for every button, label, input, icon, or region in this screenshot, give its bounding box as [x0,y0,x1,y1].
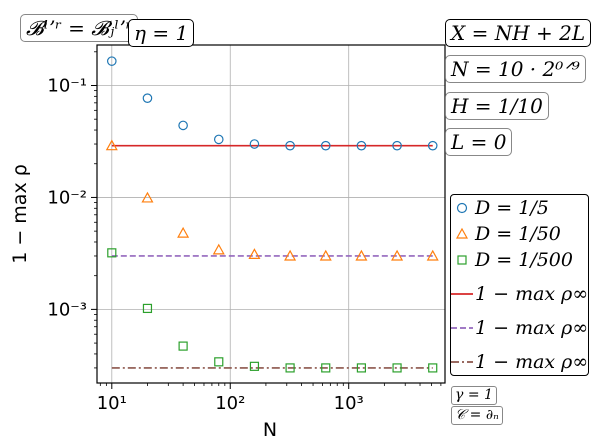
point-series-1 [319,249,332,261]
x-axis-label: N [263,419,277,441]
circle-marker-icon [456,202,468,214]
point-series-1 [141,191,154,203]
point-series-1 [391,249,404,261]
legend-label: 1 − max ρ∞ [475,317,589,339]
n-values-tag: N = 10 · 2⁰ᐟ⁹ [445,55,586,83]
point-series-2 [142,303,153,314]
point-series-1 [177,226,190,238]
legend-label: D = 1/5 [475,197,549,219]
h-tag: H = 1/10 [445,92,549,120]
point-series-0 [106,56,117,66]
l-tag: L = 0 [445,128,513,156]
point-series-1 [355,249,368,261]
axis-ticks: 10¹ 10² 10³ 10⁻¹ 10⁻² 10⁻³ [47,51,442,414]
legend-label: 1 − max ρ∞ [475,283,589,305]
square-marker-icon [457,255,467,265]
legend-item-d-1-5: D = 1/5 [451,195,588,221]
point-series-1 [212,243,225,255]
legend-item-d-1-50: D = 1/50 [451,221,588,247]
y-axis-label: 1 − max ρ [9,164,31,264]
dashdot-line-icon [451,361,473,363]
point-series-1 [426,249,439,261]
y-tick-label: 10⁻² [47,187,87,208]
point-series-2 [285,363,295,373]
basis-space-tag: 𝓑ˡʼʳ = 𝓑ⱼˡʼʳ [20,14,139,42]
dashed-line-icon [451,327,473,329]
point-series-2 [392,363,402,373]
x-tick-label: 10¹ [97,393,127,414]
point-series-1 [248,248,261,259]
point-series-0 [320,140,331,151]
legend-item-limit-dashed: 1 − max ρ∞ [451,315,589,341]
point-series-0 [285,140,295,151]
x-tick-label: 10³ [334,393,364,414]
eta-tag: η = 1 [128,19,195,47]
legend: D = 1/5 D = 1/50 D = 1/500 1 − max ρ∞ 1 … [450,194,589,376]
legend-item-limit-solid: 1 − max ρ∞ [451,281,589,307]
point-series-0 [213,134,224,145]
point-series-2 [178,341,188,351]
point-series-2 [428,363,438,373]
point-series-0 [178,120,188,131]
domain-length-tag: X = NH + 2L [445,19,592,47]
point-series-2 [321,363,331,373]
gamma-tag: γ = 1 [451,386,497,405]
point-series-2 [107,248,117,258]
boundary-operator-tag: 𝒞 = ∂ₙ [451,406,503,425]
grid [97,45,445,383]
legend-label: 1 − max ρ∞ [475,351,589,373]
data-points [105,56,439,373]
point-series-0 [427,140,438,151]
solid-line-icon [451,293,473,295]
point-series-2 [214,357,224,367]
point-series-1 [105,139,118,151]
legend-label: D = 1/50 [475,223,561,245]
point-series-0 [249,139,260,149]
point-series-2 [356,363,367,373]
x-tick-label: 10² [215,393,245,414]
point-series-0 [392,140,402,151]
y-tick-label: 10⁻¹ [47,75,87,96]
plot-frame [96,44,446,384]
point-series-0 [142,93,153,104]
point-series-2 [249,361,260,371]
reference-lines [111,144,433,369]
y-tick-label: 10⁻³ [47,299,87,320]
legend-label: D = 1/500 [475,249,573,271]
legend-item-limit-dashdot: 1 − max ρ∞ [451,349,589,375]
legend-item-d-1-500: D = 1/500 [451,247,588,273]
triangle-marker-icon [455,227,469,239]
point-series-1 [284,249,297,261]
point-series-0 [356,140,367,151]
